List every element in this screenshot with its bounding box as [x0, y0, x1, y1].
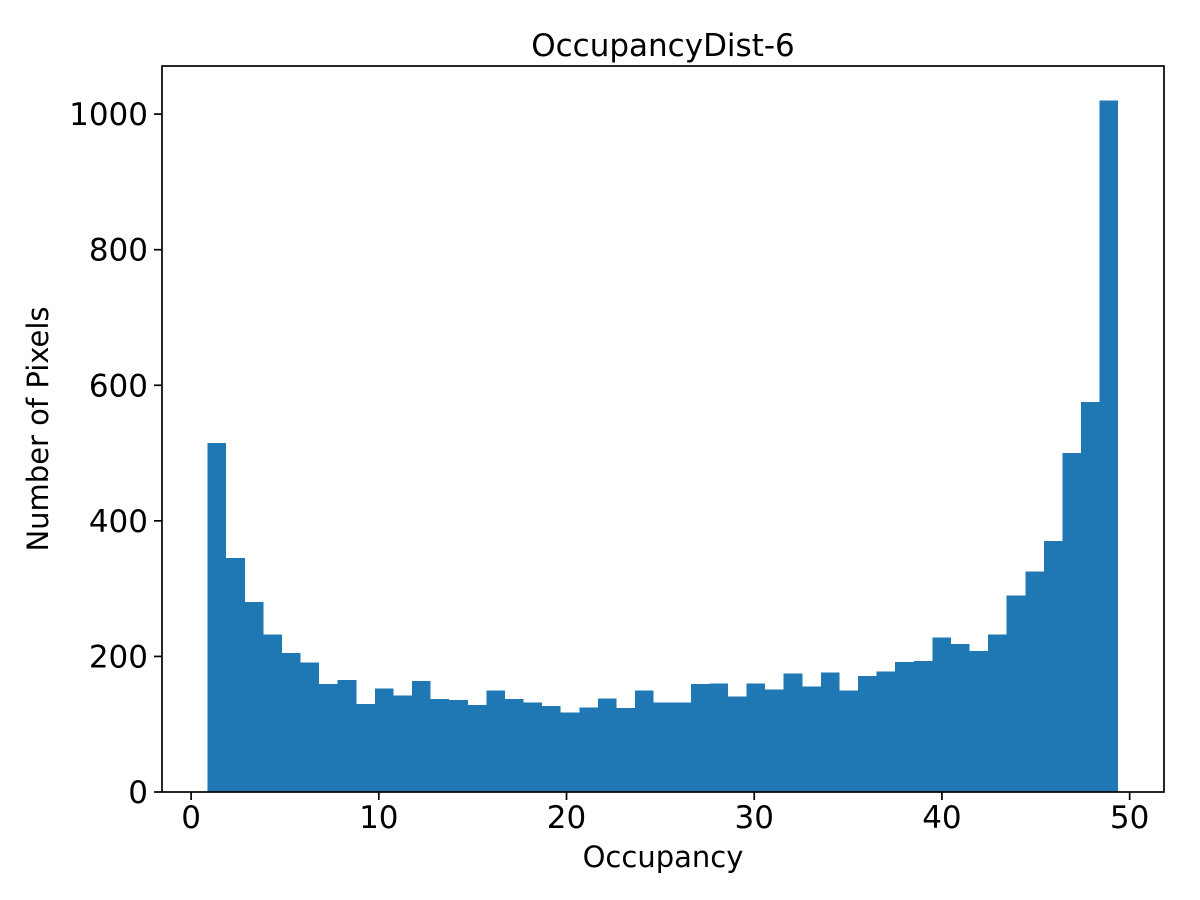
x-tick-label: 10 [359, 800, 398, 836]
histogram-bar [207, 442, 227, 792]
histogram-bar [783, 673, 803, 792]
y-tick-label: 0 [128, 775, 148, 811]
histogram-bar [858, 676, 877, 792]
histogram-bar [820, 672, 840, 792]
histogram-bar [542, 705, 561, 792]
histogram-bar [1081, 402, 1100, 792]
histogram-bar [597, 698, 617, 792]
histogram-bar [746, 683, 766, 792]
chart-title: OccupancyDist-6 [531, 28, 795, 64]
histogram-bar [895, 661, 914, 792]
plot-border [161, 65, 1165, 793]
histogram-bar [672, 702, 691, 792]
histogram-bar [393, 695, 413, 792]
histogram-bar [356, 703, 375, 792]
histogram-bar [1025, 571, 1044, 792]
histogram-bars-group [207, 100, 1119, 792]
histogram-bar [1099, 100, 1119, 792]
histogram-bar [1043, 541, 1063, 792]
histogram-bar [1062, 453, 1082, 792]
histogram-bar [616, 707, 636, 792]
histogram-bar [504, 699, 524, 792]
x-tick-label: 40 [922, 800, 961, 836]
x-tick-label: 50 [1110, 800, 1149, 836]
histogram-bar [839, 690, 859, 792]
histogram-bar [263, 634, 282, 792]
y-tick-label: 800 [89, 233, 148, 269]
histogram-bar [244, 602, 264, 792]
histogram-bar [226, 558, 245, 792]
histogram-bar [969, 651, 989, 792]
y-tick-label: 600 [89, 368, 148, 404]
histogram-bar [374, 688, 394, 792]
histogram-bar [932, 637, 951, 792]
histogram-bar [560, 712, 580, 792]
y-tick-label: 200 [89, 639, 148, 675]
y-tick-label: 1000 [69, 97, 148, 133]
histogram-bar [430, 699, 450, 792]
y-tick-label: 400 [89, 504, 148, 540]
histogram-bar [653, 702, 673, 792]
histogram-bar [690, 684, 710, 792]
axis-tick-labels-group: 0 10 20 30 40 50 0 200 400 600 800 1000 [69, 97, 1149, 836]
histogram-bar [727, 696, 747, 792]
histogram-bar [449, 699, 468, 792]
histogram-bar [486, 690, 505, 792]
histogram-bar [300, 662, 320, 792]
x-tick-label: 0 [181, 800, 201, 836]
histogram-bar [876, 671, 896, 792]
histogram-bar [802, 686, 821, 792]
histogram-bar [523, 702, 543, 792]
x-axis-label: Occupancy [582, 840, 744, 874]
histogram-bar [319, 684, 338, 792]
histogram-bar [765, 689, 784, 792]
histogram-bar [709, 683, 728, 792]
histogram-bar [579, 707, 598, 792]
x-tick-label: 30 [735, 800, 774, 836]
histogram-bar [467, 705, 487, 792]
histogram-bar [412, 680, 431, 792]
histogram-bar [337, 680, 357, 792]
y-axis-label: Number of Pixels [21, 306, 55, 552]
histogram-bar [913, 661, 933, 792]
axis-ticks-group [154, 113, 1131, 800]
x-tick-label: 20 [547, 800, 586, 836]
histogram-bar [950, 644, 970, 792]
histogram-bar [1006, 595, 1026, 792]
histogram-bar [281, 653, 301, 792]
histogram-bar [635, 690, 654, 792]
histogram-bar [988, 634, 1007, 792]
